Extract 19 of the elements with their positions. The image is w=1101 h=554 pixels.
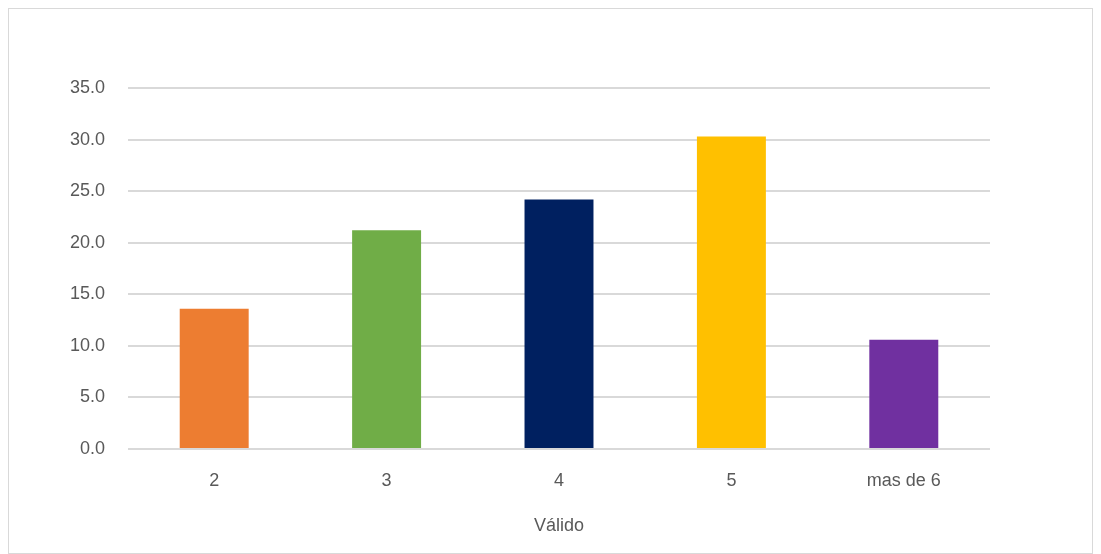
- x-tick-label: 5: [726, 469, 737, 490]
- y-tick-label: 25.0: [69, 180, 105, 201]
- bar: [179, 308, 249, 448]
- x-tick-label: 4: [553, 469, 565, 490]
- bar: [696, 136, 766, 448]
- x-tick-label: mas de 6: [866, 469, 941, 490]
- y-tick-label: 5.0: [79, 386, 105, 407]
- y-tick-label: 30.0: [69, 128, 105, 149]
- x-tick-label: 2: [209, 469, 220, 490]
- y-tick-label: 10.0: [69, 334, 105, 355]
- x-tick-label: 3: [381, 469, 392, 490]
- y-tick-label: 15.0: [69, 283, 105, 304]
- bar: [869, 339, 939, 448]
- y-tick-label: 0.0: [79, 437, 105, 458]
- bar: [352, 230, 422, 448]
- x-axis-title: Válido: [533, 515, 585, 536]
- bar: [524, 199, 594, 448]
- y-tick-label: 20.0: [69, 231, 105, 252]
- y-tick-label: 35.0: [69, 76, 105, 97]
